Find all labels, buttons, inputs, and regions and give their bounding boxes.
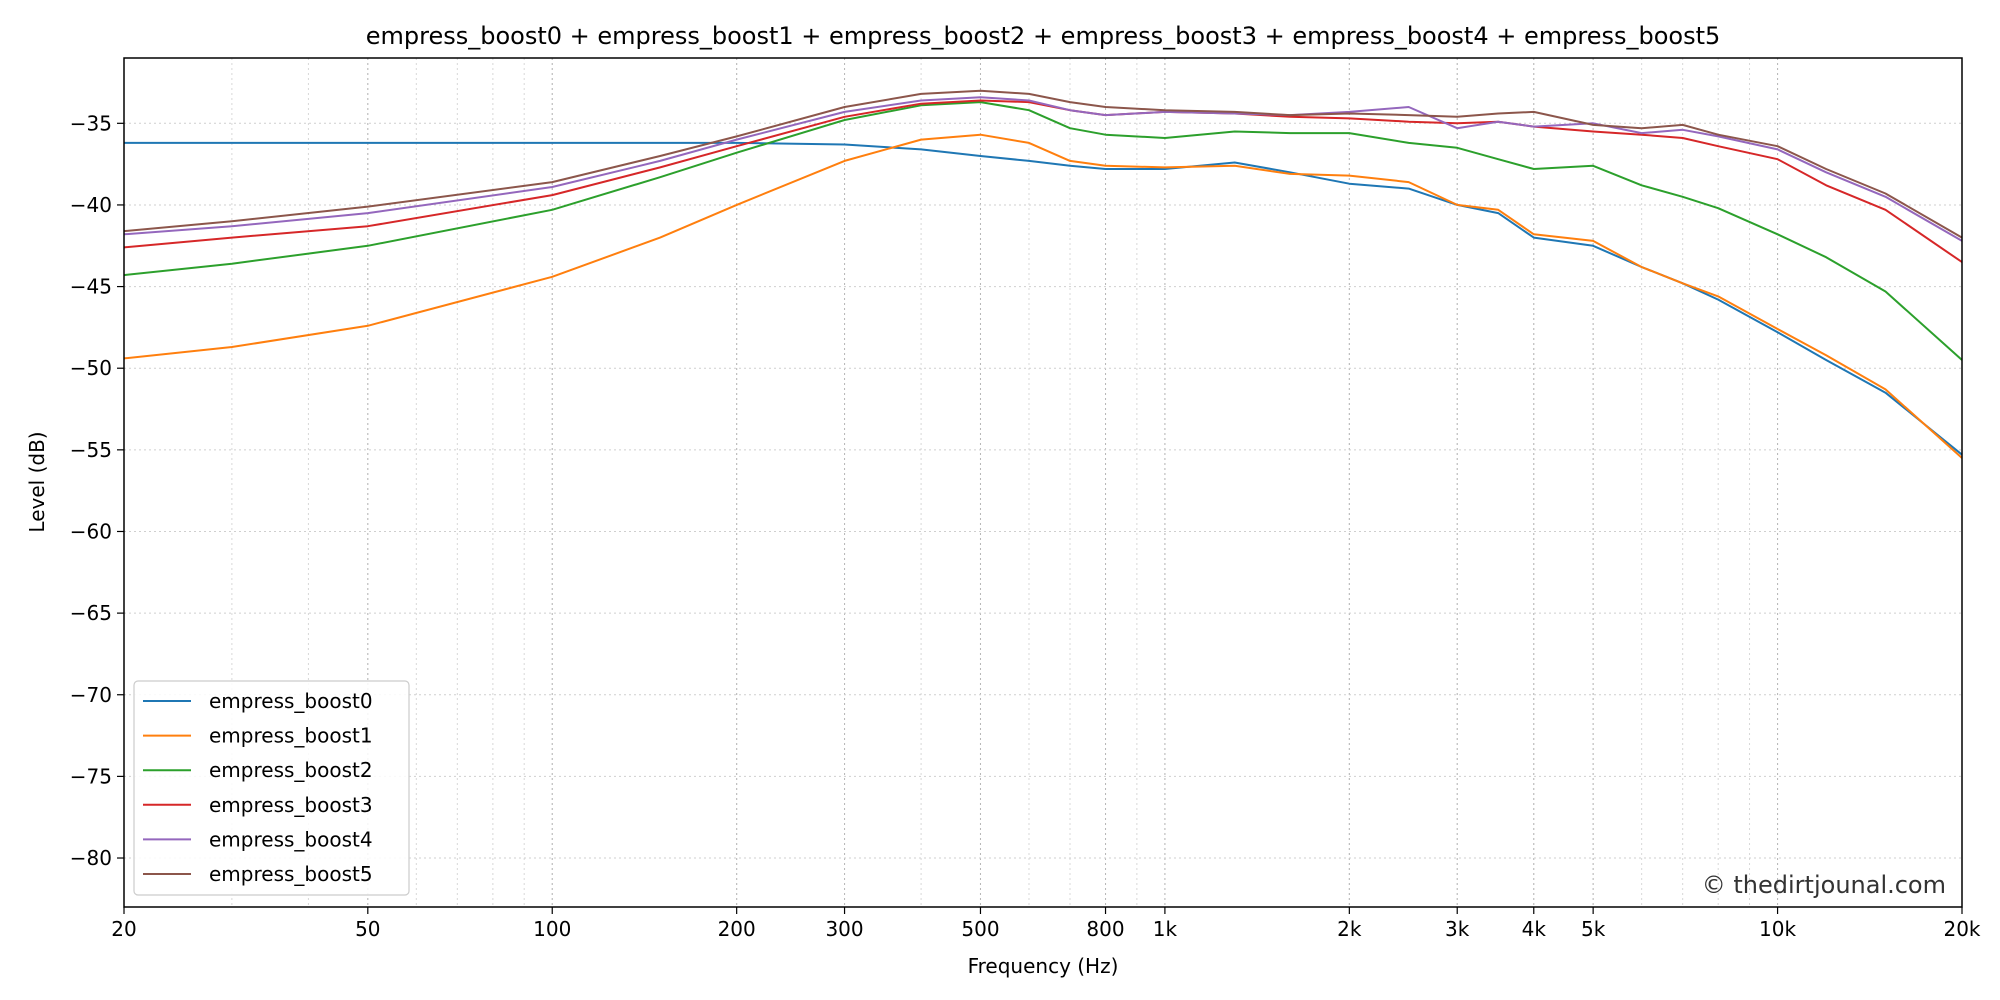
y-tick-label: −80 <box>70 846 112 870</box>
x-tick-label: 800 <box>1086 917 1124 941</box>
x-tick-label: 50 <box>355 917 380 941</box>
x-tick-label: 4k <box>1522 917 1547 941</box>
x-tick-label: 200 <box>718 917 756 941</box>
x-tick-label: 5k <box>1581 917 1606 941</box>
x-axis: 20 50 100 200 300 500 800 1k 2k 3k 4k 5k 10k 20k <box>111 907 1981 941</box>
legend-label: empress_boost0 <box>209 689 373 713</box>
x-tick-label: 20 <box>111 917 136 941</box>
x-tick-label: 10k <box>1759 917 1796 941</box>
x-tick-label: 100 <box>533 917 571 941</box>
y-axis-label: Level (dB) <box>25 431 49 532</box>
x-tick-label: 2k <box>1337 917 1362 941</box>
y-tick-label: −50 <box>70 356 112 380</box>
y-tick-label: −45 <box>70 275 112 299</box>
y-tick-label: −65 <box>70 601 112 625</box>
legend-label: empress_boost5 <box>209 862 373 886</box>
legend-label: empress_boost3 <box>209 793 373 817</box>
y-tick-label: −60 <box>70 519 112 543</box>
x-axis-label: Frequency (Hz) <box>968 954 1119 978</box>
legend: empress_boost0 empress_boost1 empress_boos… <box>133 680 410 896</box>
y-tick-label: −75 <box>70 764 112 788</box>
series-lines <box>123 89 1963 459</box>
legend-label: empress_boost4 <box>209 827 373 851</box>
legend-frame <box>133 680 410 896</box>
y-axis: −35 −40 −45 −50 −55 −60 −65 −70 −75 −80 <box>70 111 124 870</box>
x-tick-label: 20k <box>1943 917 1980 941</box>
y-tick-label: −70 <box>70 683 112 707</box>
series-line-empress_boost1 <box>123 133 1963 459</box>
y-tick-label: −40 <box>70 193 112 217</box>
y-tick-label: −55 <box>70 438 112 462</box>
series-line-empress_boost0 <box>124 141 1963 456</box>
watermark: © thedirtjounal.com <box>1702 871 1946 899</box>
y-tick-label: −35 <box>70 111 112 135</box>
x-tick-label: 500 <box>961 917 999 941</box>
legend-label: empress_boost2 <box>209 758 373 782</box>
chart-title: empress_boost0 + empress_boost1 + empres… <box>366 22 1721 50</box>
legend-label: empress_boost1 <box>209 724 373 748</box>
x-tick-label: 3k <box>1445 917 1470 941</box>
series-line-empress_boost2 <box>123 101 1963 361</box>
plot-frame <box>123 57 1963 908</box>
x-tick-label: 300 <box>825 917 863 941</box>
x-tick-label: 1k <box>1153 917 1178 941</box>
series-line-empress_boost5 <box>123 89 1963 239</box>
